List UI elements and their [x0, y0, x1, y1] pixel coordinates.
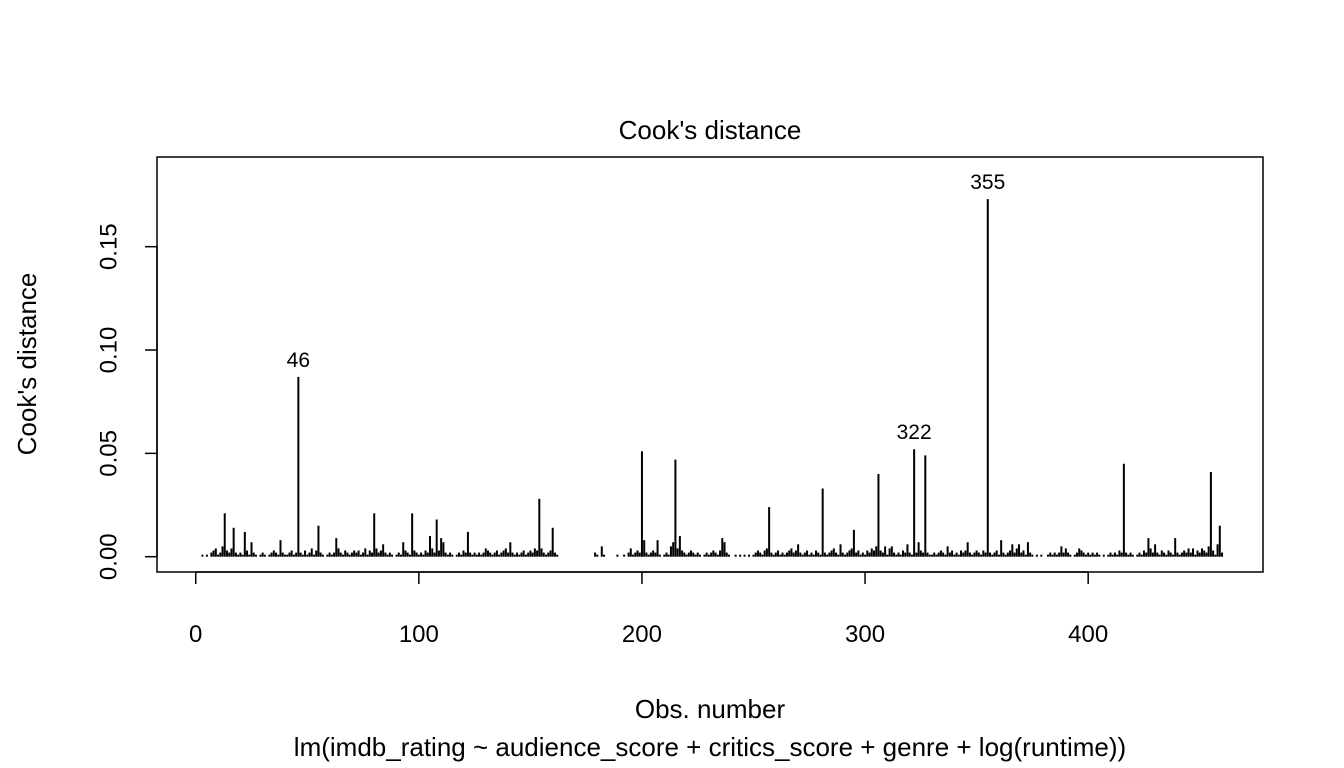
point-label: 322	[897, 421, 932, 444]
x-tick-label: 0	[189, 621, 202, 648]
point-label: 355	[970, 171, 1005, 194]
chart-title: Cook's distance	[619, 115, 802, 145]
y-tick-label: 0.10	[95, 327, 122, 374]
plot-frame	[156, 156, 1264, 573]
y-tick-label: 0.00	[95, 533, 122, 580]
x-tick-label: 200	[622, 621, 662, 648]
subtitle: lm(imdb_rating ~ audience_score + critic…	[294, 732, 1126, 762]
point-label: 46	[287, 349, 310, 372]
y-axis-label: Cook's distance	[12, 273, 42, 456]
y-tick-label: 0.05	[95, 430, 122, 477]
x-tick-label: 100	[399, 621, 439, 648]
x-tick-label: 400	[1068, 621, 1108, 648]
x-tick-label: 300	[845, 621, 885, 648]
x-axis-label: Obs. number	[635, 694, 786, 724]
y-tick-label: 0.15	[95, 223, 122, 270]
